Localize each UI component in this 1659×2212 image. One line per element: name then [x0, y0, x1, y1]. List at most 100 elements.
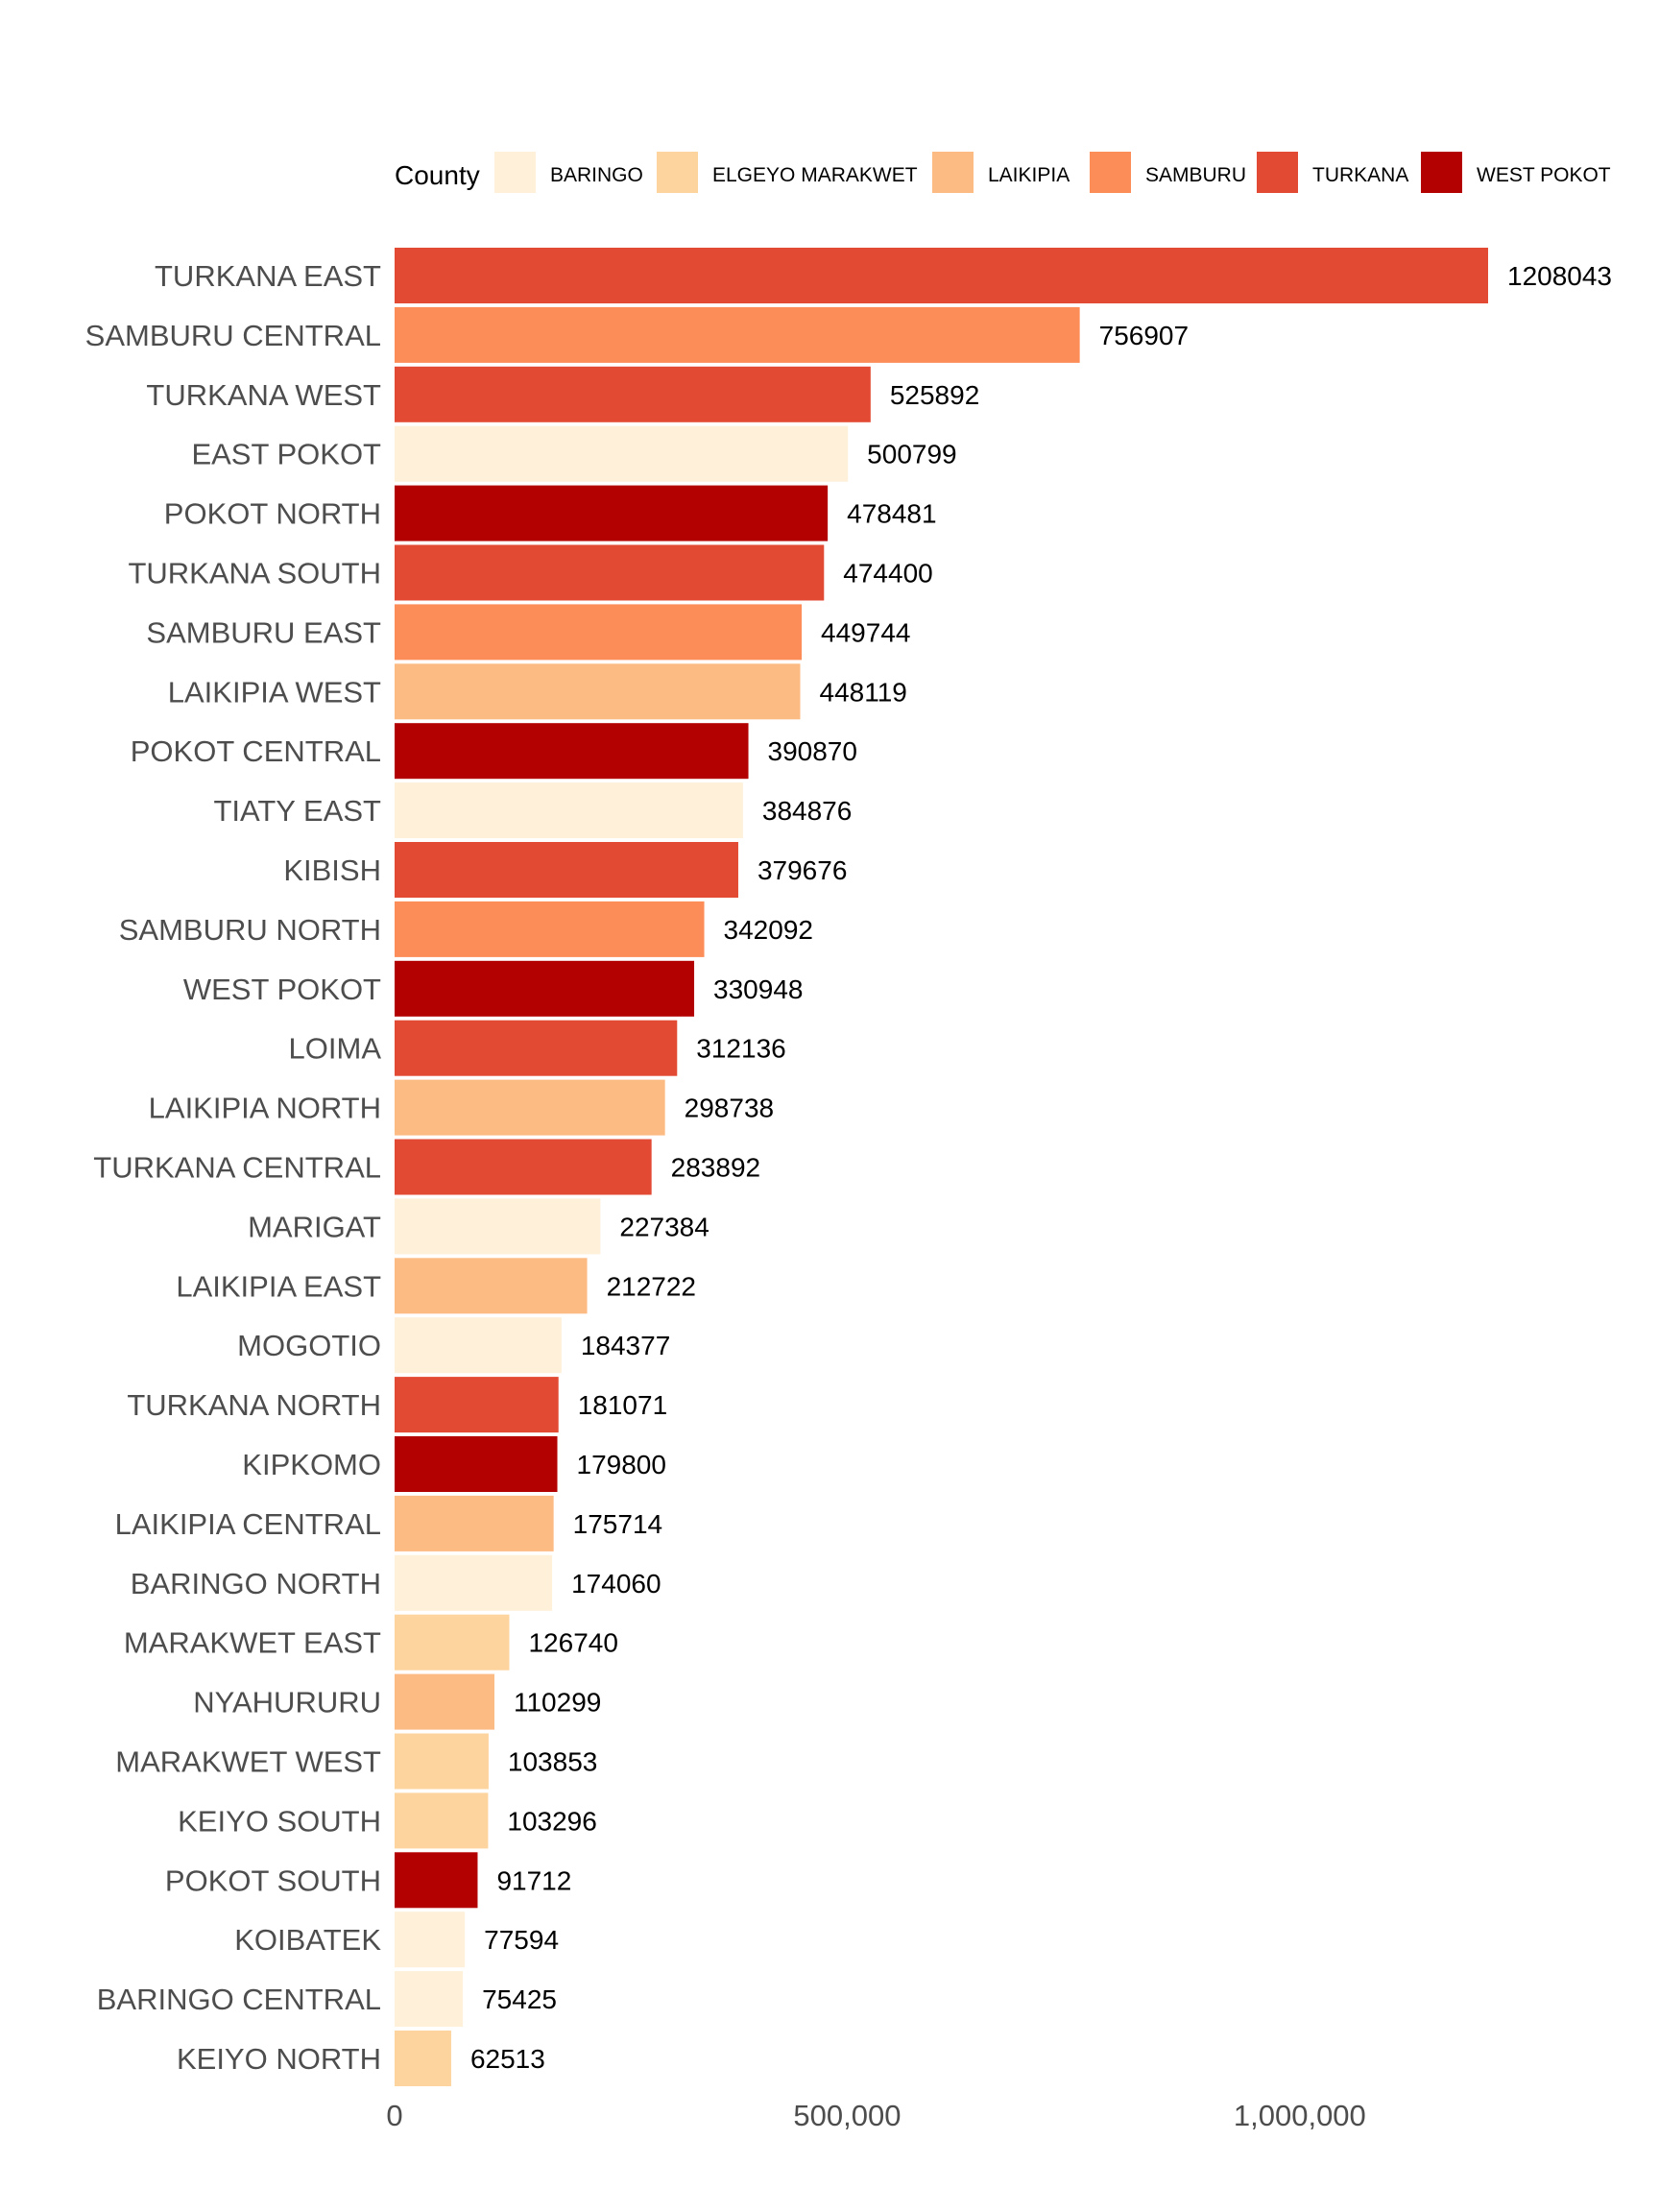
category-label-marakwet-west: MARAKWET WEST [115, 1745, 381, 1779]
bar-baringo-north [395, 1554, 553, 1611]
bar-mogotio [395, 1317, 562, 1374]
value-label-west-pokot: 330948 [713, 974, 803, 1004]
value-label-turkana-east: 1208043 [1507, 261, 1612, 291]
category-label-laikipia-north: LAIKIPIA NORTH [149, 1092, 381, 1125]
category-label-turkana-west: TURKANA WEST [146, 378, 381, 412]
category-label-mogotio: MOGOTIO [237, 1329, 381, 1362]
value-label-pokot-south: 91712 [496, 1865, 571, 1895]
bar-west-pokot [395, 960, 695, 1017]
value-labels: 1208043 756907 525892 500799 478481 474400 449… [470, 261, 1612, 2074]
category-label-nyahururu: NYAHURURU [193, 1686, 381, 1719]
value-label-turkana-south: 474400 [843, 559, 932, 589]
legend-title: County [395, 160, 480, 190]
bar-turkana-central [395, 1139, 652, 1195]
value-label-east-pokot: 500799 [867, 440, 956, 469]
value-label-pokot-central: 390870 [768, 736, 857, 766]
value-label-keiyo-south: 103296 [507, 1806, 596, 1836]
legend-key-turkana [1257, 152, 1298, 193]
legend-key-west-pokot [1421, 152, 1462, 193]
bar-loima [395, 1020, 678, 1076]
value-label-nyahururu: 110299 [514, 1688, 601, 1718]
bar-keiyo-north [395, 2031, 451, 2086]
bar-turkana-west [395, 366, 871, 422]
bar-pokot-south [395, 1852, 478, 1909]
value-label-turkana-north: 181071 [578, 1390, 667, 1420]
value-label-turkana-central: 283892 [671, 1153, 760, 1183]
bar-keiyo-south [395, 1792, 489, 1849]
value-label-samburu-east: 449744 [821, 617, 910, 647]
bar-pokot-central [395, 723, 749, 780]
value-label-laikipia-west: 448119 [820, 677, 907, 707]
value-label-marigat: 227384 [619, 1212, 709, 1241]
bar-marigat [395, 1198, 601, 1255]
category-label-tiaty-east: TIATY EAST [213, 794, 381, 828]
legend-label-west-pokot: WEST POKOT [1477, 164, 1611, 186]
category-label-laikipia-west: LAIKIPIA WEST [168, 675, 381, 709]
x-tick-label: 0 [386, 2099, 402, 2132]
value-label-kipkomo: 179800 [577, 1450, 666, 1479]
x-tick-label: 500,000 [793, 2099, 901, 2132]
bar-laikipia-north [395, 1079, 665, 1136]
legend-key-laikipia [932, 152, 974, 193]
bar-nyahururu [395, 1673, 494, 1730]
category-label-kipkomo: KIPKOMO [242, 1448, 381, 1481]
bar-pokot-north [395, 485, 829, 541]
category-label-samburu-east: SAMBURU EAST [146, 615, 381, 649]
value-label-laikipia-central: 175714 [573, 1509, 662, 1539]
legend-label-samburu: SAMBURU [1145, 164, 1246, 186]
category-label-pokot-north: POKOT NORTH [164, 497, 381, 531]
x-tick-label: 1,000,000 [1234, 2099, 1366, 2132]
value-label-baringo-central: 75425 [482, 1984, 557, 2014]
value-label-turkana-west: 525892 [890, 380, 979, 410]
category-label-pokot-south: POKOT SOUTH [165, 1863, 381, 1897]
category-label-samburu-north: SAMBURU NORTH [119, 913, 381, 947]
value-label-kibish: 379676 [757, 855, 847, 885]
category-label-keiyo-south: KEIYO SOUTH [178, 1804, 381, 1838]
legend-label-baringo: BARINGO [550, 164, 643, 186]
category-label-laikipia-east: LAIKIPIA EAST [176, 1269, 381, 1303]
value-label-marakwet-west: 103853 [508, 1747, 597, 1777]
legend-label-turkana: TURKANA [1312, 164, 1408, 186]
bar-tiaty-east [395, 782, 743, 839]
category-label-turkana-south: TURKANA SOUTH [128, 557, 381, 590]
value-label-tiaty-east: 384876 [762, 796, 852, 826]
category-label-marakwet-east: MARAKWET EAST [124, 1626, 381, 1660]
legend-key-elgeyo-marakwet [657, 152, 698, 193]
bar-east-pokot [395, 425, 849, 482]
bar-turkana-south [395, 544, 825, 601]
category-label-keiyo-north: KEIYO NORTH [177, 2042, 381, 2076]
bar-samburu-central [395, 306, 1080, 363]
x-axis: 0 500,000 1,000,000 [386, 2099, 1365, 2132]
category-label-turkana-central: TURKANA CENTRAL [93, 1151, 381, 1185]
legend: County BARINGO ELGEYO MARAKWET LAIKIPIA SAM… [395, 152, 1611, 193]
category-label-pokot-central: POKOT CENTRAL [131, 734, 381, 768]
bar-turkana-north [395, 1377, 559, 1433]
value-label-pokot-north: 478481 [847, 499, 936, 529]
value-label-samburu-central: 756907 [1099, 321, 1189, 350]
category-label-west-pokot: WEST POKOT [183, 973, 381, 1006]
category-label-east-pokot: EAST POKOT [191, 438, 381, 471]
category-label-turkana-north: TURKANA NORTH [127, 1388, 381, 1422]
bar-samburu-north [395, 901, 705, 957]
legend-key-samburu [1090, 152, 1131, 193]
category-label-kibish: KIBISH [283, 854, 381, 887]
bar-turkana-east [395, 248, 1488, 303]
value-label-loima: 312136 [696, 1034, 785, 1064]
category-label-baringo-central: BARINGO CENTRAL [97, 1983, 381, 2016]
category-label-marigat: MARIGAT [248, 1210, 381, 1243]
bar-laikipia-central [395, 1495, 554, 1551]
bar-laikipia-east [395, 1258, 588, 1314]
category-labels: TURKANA EAST SAMBURU CENTRAL TURKANA WEST E… [85, 259, 382, 2076]
value-label-koibatek: 77594 [484, 1925, 559, 1955]
category-label-laikipia-central: LAIKIPIA CENTRAL [115, 1507, 381, 1541]
category-label-turkana-east: TURKANA EAST [155, 259, 381, 293]
bars-group [395, 248, 1488, 2086]
bar-laikipia-west [395, 663, 801, 720]
bar-baringo-central [395, 1971, 464, 2028]
value-label-laikipia-north: 298738 [685, 1094, 774, 1123]
bar-kipkomo [395, 1436, 558, 1492]
category-label-baringo-north: BARINGO NORTH [131, 1567, 381, 1600]
legend-label-laikipia: LAIKIPIA [988, 164, 1070, 186]
bar-kibish [395, 842, 738, 898]
